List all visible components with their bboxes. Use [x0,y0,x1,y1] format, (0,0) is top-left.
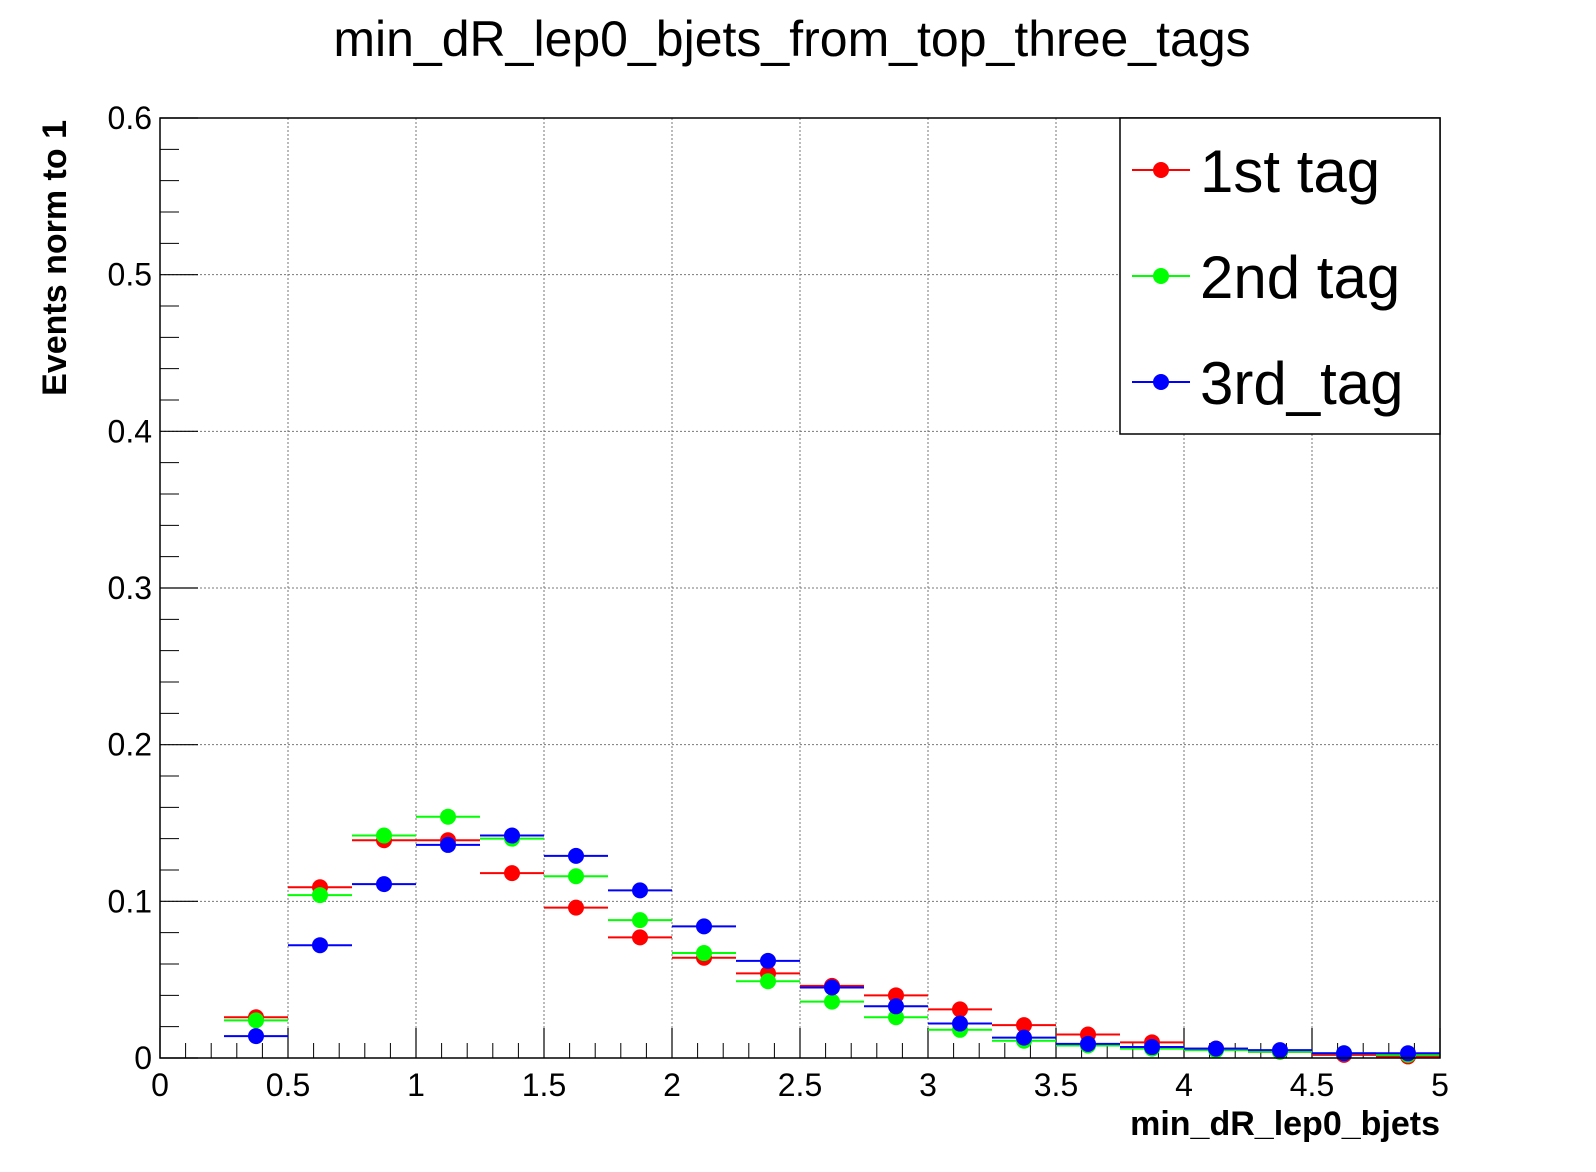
x-tick-label: 2 [663,1067,681,1103]
tick-labels: 0 0.5 1 1.5 2 2.5 3 3.5 4 4.5 5 0 0.1 0.2 0.3 0.4 0.5 0.6 [108,100,1449,1103]
legend-marker [1153,268,1169,284]
data-point [440,808,456,825]
data-point [888,1009,904,1026]
legend-item: 3rd_tag [1132,350,1404,417]
data-point [1272,1042,1288,1059]
x-tick-label: 4 [1175,1067,1193,1103]
data-point [1016,1029,1032,1046]
x-tick-label: 1.5 [522,1067,566,1103]
legend-label: 3rd_tag [1200,350,1404,417]
x-tick-label: 4.5 [1290,1067,1334,1103]
data-point [824,979,840,996]
y-tick-label: 0.6 [108,100,152,136]
data-point [888,998,904,1015]
data-point [760,973,776,990]
x-tick-label: 3.5 [1034,1067,1078,1103]
data-point [1336,1045,1352,1062]
data-point [568,847,584,864]
legend-marker [1153,374,1169,390]
data-point [1400,1045,1416,1062]
data-point [632,929,648,946]
data-point [1016,1017,1032,1034]
data-point [376,827,392,844]
legend-label: 2nd tag [1200,244,1400,311]
data-point [568,868,584,885]
data-point [504,827,520,844]
y-tick-label: 0.1 [108,883,152,919]
x-tick-label: 1 [407,1067,425,1103]
data-point [568,899,584,916]
data-series [224,808,1440,1065]
x-tick-label: 5 [1431,1067,1449,1103]
data-point [952,1001,968,1018]
x-tick-label: 0 [151,1067,169,1103]
data-point [632,882,648,899]
x-tick-label: 2.5 [778,1067,822,1103]
data-point [760,952,776,969]
data-point [824,993,840,1010]
data-point [312,937,328,954]
y-tick-label: 0.4 [108,413,152,449]
data-point [1208,1040,1224,1057]
data-point [440,836,456,853]
chart-title: min_dR_lep0_bjets_from_top_three_tags [333,11,1250,67]
data-point [248,1028,264,1045]
data-point [632,912,648,929]
legend: 1st tag 2nd tag 3rd_tag [1119,117,1441,435]
data-point [1080,1035,1096,1052]
y-tick-label: 0.5 [108,257,152,293]
legend-item: 2nd tag [1132,244,1400,311]
y-axis-label: Events norm to 1 [36,120,74,396]
data-point [952,1015,968,1032]
x-tick-label: 0.5 [266,1067,310,1103]
legend-marker [1153,162,1169,178]
data-point [312,887,328,904]
y-tick-label: 0 [134,1040,152,1076]
data-point [248,1012,264,1029]
data-point [888,987,904,1004]
data-point [376,876,392,893]
data-point [1144,1039,1160,1056]
data-point [696,945,712,962]
y-tick-label: 0.2 [108,727,152,763]
x-axis-label: min_dR_lep0_bjets [1130,1105,1440,1143]
y-tick-label: 0.3 [108,570,152,606]
legend-label: 1st tag [1200,138,1380,205]
data-point [696,918,712,935]
x-tick-label: 3 [919,1067,937,1103]
plot-frame [159,117,1441,1059]
legend-item: 1st tag [1132,138,1380,205]
data-point [504,865,520,882]
